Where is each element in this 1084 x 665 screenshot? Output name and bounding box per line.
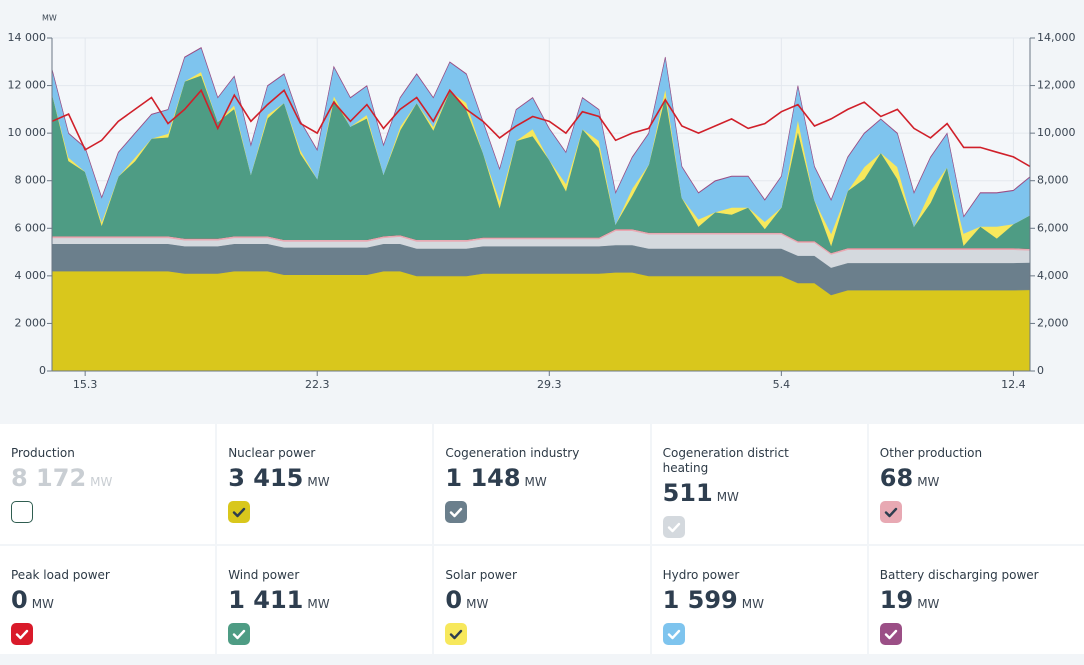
x-tick-label: 22.3 (305, 378, 330, 391)
y2-tick-label: 14,000 (1037, 31, 1076, 44)
card-value: 0 MW (11, 585, 54, 619)
card-label: Battery discharging power (879, 568, 1039, 582)
card-label: Other production (879, 446, 983, 460)
legend-card: Nuclear power 3 415 MW (217, 424, 433, 544)
card-unit: MW (917, 475, 940, 489)
x-tick-label: 29.3 (537, 378, 562, 391)
card-number: 1 148 (445, 464, 521, 492)
x-tick-label: 12.4 (1001, 378, 1026, 391)
y-tick-label: 2 000 (15, 316, 47, 329)
check-mark (232, 629, 246, 640)
card-label: Hydro power (662, 568, 740, 582)
card-label: Production (11, 446, 75, 460)
checkbox[interactable] (879, 623, 902, 645)
card-number: 0 (445, 586, 463, 614)
card-value: 1 599 MW (663, 585, 764, 619)
y2-tick-label: 4,000 (1037, 269, 1069, 282)
y-tick-label: 12 000 (8, 79, 47, 92)
card-label: Cogeneration district heating (662, 446, 789, 475)
checkbox[interactable] (11, 501, 33, 523)
card-unit: MW (90, 475, 113, 489)
card-unit: MW (917, 597, 940, 611)
card-number: 68 (879, 464, 914, 492)
y-tick-label: 0 (39, 364, 46, 377)
card-unit: MW (466, 597, 489, 611)
check-mark (884, 507, 897, 518)
checkbox[interactable] (11, 623, 33, 645)
card-value: 68 MW (880, 463, 940, 497)
card-unit: MW (31, 597, 54, 611)
y-tick-label: 14 000 (8, 31, 47, 44)
card-unit: MW (524, 475, 547, 489)
checkbox[interactable] (662, 623, 685, 645)
y-axis-unit: MW (42, 14, 57, 23)
check-mark (232, 507, 246, 518)
card-unit: MW (716, 490, 739, 504)
card-value: 511 MW (663, 478, 739, 512)
x-tick-label: 15.3 (73, 378, 98, 391)
legend-card: Peak load power 0 MW (0, 546, 216, 654)
check-mark (450, 507, 463, 518)
y-tick-label: 8 000 (15, 174, 47, 187)
card-number: 8 172 (11, 464, 87, 492)
y-tick-label: 4 000 (15, 269, 47, 282)
card-unit: MW (307, 475, 330, 489)
y-tick-label: 10 000 (8, 126, 47, 139)
legend-card: Other production 68 MW (868, 424, 1084, 544)
checkbox[interactable] (445, 501, 468, 523)
card-unit: MW (307, 597, 330, 611)
card-label: Nuclear power (228, 446, 316, 460)
y2-tick-label: 2,000 (1037, 316, 1069, 329)
y-tick-label: 6 000 (15, 221, 47, 234)
y2-tick-label: 10,000 (1037, 126, 1076, 139)
checkbox[interactable] (445, 623, 468, 645)
legend-card: Wind power 1 411 MW (217, 546, 433, 654)
y2-tick-label: 12,000 (1037, 79, 1076, 92)
legend-card: Cogeneration industry 1 148 MW (434, 424, 650, 544)
card-number: 0 (11, 586, 28, 614)
card-value: 3 415 MW (228, 463, 329, 497)
checkbox[interactable] (228, 623, 251, 645)
card-number: 3 415 (228, 464, 304, 492)
card-value: 19 MW (880, 585, 940, 619)
card-label: Solar power (445, 568, 517, 582)
y2-tick-label: 6,000 (1037, 221, 1069, 234)
check-mark (884, 629, 897, 640)
legend-cards: Production 8 172 MW Nuclear power 3 415 MW Cog… (0, 424, 1084, 665)
card-unit: MW (741, 597, 764, 611)
card-label: Cogeneration industry (445, 446, 580, 460)
card-number: 511 (662, 479, 713, 507)
legend-card: Cogeneration district heating 511 MW (651, 424, 867, 544)
checkbox[interactable] (879, 501, 902, 523)
y2-tick-label: 0 (1037, 364, 1044, 377)
card-value: 0 MW (445, 585, 488, 619)
card-value: 8 172 MW (11, 463, 112, 497)
x-tick-label: 5.4 (773, 378, 791, 391)
y2-tick-label: 8,000 (1037, 174, 1069, 187)
legend-card: Solar power 0 MW (434, 546, 650, 654)
legend-card: Battery discharging power 19 MW (868, 546, 1084, 654)
legend-card: Production 8 172 MW (0, 424, 216, 544)
chart: MW 0 2 000 4 000 6 000 8 000 10 000 12 000 14 0… (8, 14, 1076, 392)
check-mark (667, 522, 680, 533)
check-mark (667, 629, 680, 640)
card-value: 1 411 MW (228, 585, 329, 619)
check-mark (450, 629, 463, 640)
card-number: 19 (879, 586, 914, 614)
card-label: Peak load power (11, 568, 110, 582)
card-number: 1 411 (228, 586, 304, 614)
checkbox[interactable] (662, 516, 685, 538)
card-number: 1 599 (662, 586, 738, 614)
check-mark (15, 629, 29, 640)
legend-card: Hydro power 1 599 MW (651, 546, 867, 654)
card-value: 1 148 MW (445, 463, 546, 497)
card-label: Wind power (228, 568, 300, 582)
checkbox[interactable] (228, 501, 251, 523)
line (51, 88, 1031, 168)
